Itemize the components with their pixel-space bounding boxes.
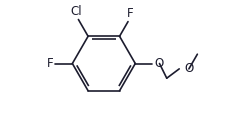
- Text: F: F: [46, 57, 53, 70]
- Text: Cl: Cl: [70, 5, 82, 18]
- Text: O: O: [155, 57, 164, 70]
- Text: O: O: [184, 62, 193, 75]
- Text: F: F: [126, 7, 133, 20]
